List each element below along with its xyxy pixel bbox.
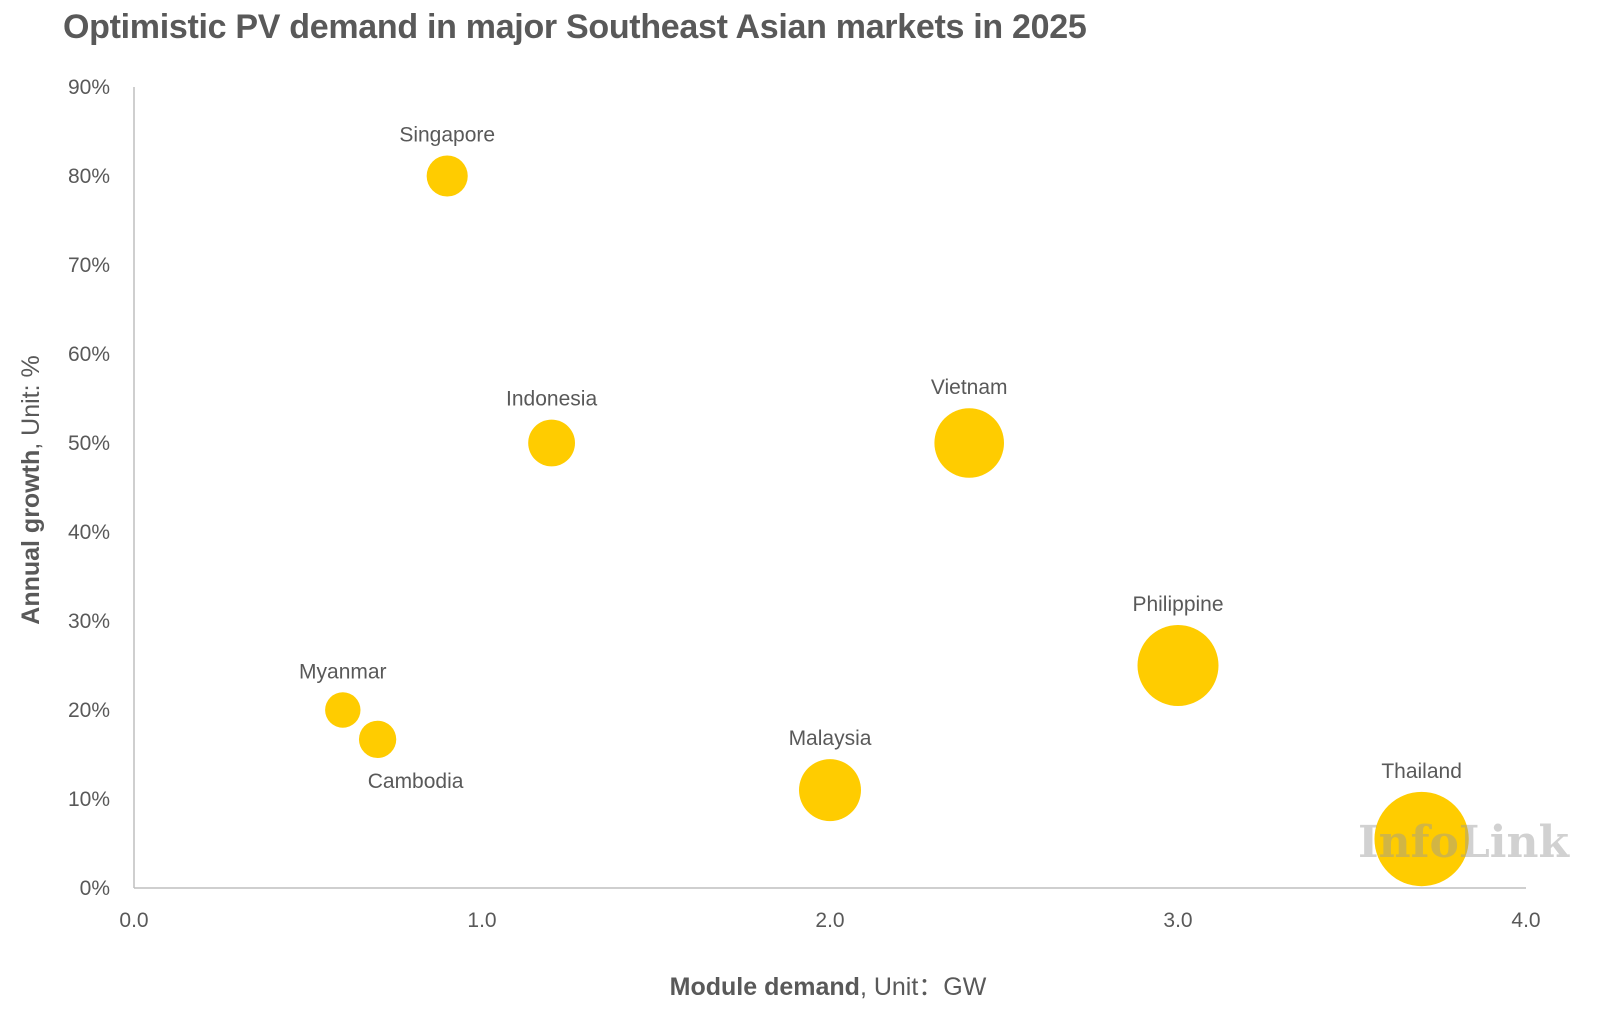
y-tick-label: 10% <box>68 788 110 811</box>
y-tick-label: 80% <box>68 165 110 188</box>
bubble-label: Cambodia <box>368 770 464 793</box>
bubbles <box>325 155 1469 887</box>
bubble-label: Philippine <box>1132 593 1223 616</box>
x-tick-label: 4.0 <box>1511 909 1540 932</box>
bubble-point <box>528 419 575 467</box>
bubble-point <box>325 692 361 728</box>
x-tick-label: 2.0 <box>815 909 844 932</box>
y-tick-label: 20% <box>68 699 110 722</box>
chart-title: Optimistic PV demand in major Southeast … <box>63 8 1087 46</box>
y-axis-title-bold: Annual growth <box>17 450 45 625</box>
x-tick-label: 1.0 <box>467 909 496 932</box>
y-tick-label: 0% <box>80 877 110 900</box>
bubble-point <box>1374 791 1469 887</box>
y-tick-label: 30% <box>68 610 110 633</box>
bubble-label: Indonesia <box>506 388 597 411</box>
watermark-logo: InfoLink <box>1358 817 1570 868</box>
y-axis-ticks: 0% 10% 20% 30% 40% 50% 60% 70% 80% 90% <box>68 76 110 900</box>
bubble-label: Singapore <box>399 123 495 146</box>
bubble-label: Myanmar <box>299 660 387 683</box>
x-axis-ticks: 0.0 1.0 2.0 3.0 4.0 <box>119 909 1540 932</box>
y-tick-label: 50% <box>68 432 110 455</box>
bubble-point <box>799 759 861 822</box>
bubble-point <box>934 408 1004 478</box>
bubble-labels: Singapore Indonesia Vietnam Philippine Myanm… <box>299 123 1462 793</box>
y-axis-title: Annual growth, Unit: % <box>17 355 45 624</box>
y-axis-title-unit: , Unit: % <box>17 355 45 449</box>
bubble-label: Vietnam <box>931 376 1008 399</box>
y-tick-label: 90% <box>68 76 110 99</box>
bubble-point <box>358 720 397 759</box>
bubble-point <box>426 155 468 197</box>
bubble-label: Malaysia <box>789 727 872 750</box>
x-axis-title: Module demand, Unit：GW <box>670 973 987 1001</box>
x-tick-label: 3.0 <box>1163 909 1192 932</box>
y-tick-label: 40% <box>68 521 110 544</box>
y-tick-label: 60% <box>68 343 110 366</box>
x-axis-title-bold: Module demand <box>670 973 860 1001</box>
x-axis-title-unit: , Unit：GW <box>860 973 987 1001</box>
bubble-label: Thailand <box>1381 760 1462 783</box>
y-tick-label: 70% <box>68 254 110 277</box>
bubble-point <box>1137 625 1219 706</box>
x-tick-label: 0.0 <box>119 909 148 932</box>
